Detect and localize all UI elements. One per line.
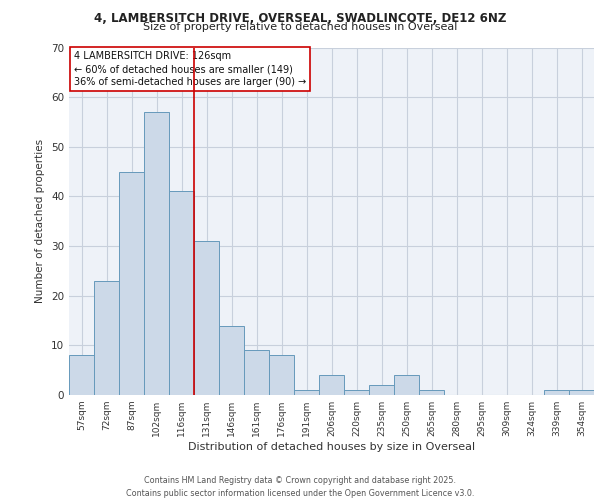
Bar xyxy=(244,350,269,395)
Bar xyxy=(219,326,244,395)
Text: 4 LAMBERSITCH DRIVE: 126sqm
← 60% of detached houses are smaller (149)
36% of se: 4 LAMBERSITCH DRIVE: 126sqm ← 60% of det… xyxy=(74,51,307,88)
Bar xyxy=(544,390,569,395)
Bar xyxy=(144,112,169,395)
Bar xyxy=(94,281,119,395)
X-axis label: Distribution of detached houses by size in Overseal: Distribution of detached houses by size … xyxy=(188,442,475,452)
Text: Size of property relative to detached houses in Overseal: Size of property relative to detached ho… xyxy=(143,22,457,32)
Y-axis label: Number of detached properties: Number of detached properties xyxy=(35,139,46,304)
Bar xyxy=(394,375,419,395)
Bar xyxy=(169,192,194,395)
Text: Contains HM Land Registry data © Crown copyright and database right 2025.
Contai: Contains HM Land Registry data © Crown c… xyxy=(126,476,474,498)
Bar xyxy=(194,241,219,395)
Bar xyxy=(344,390,369,395)
Bar xyxy=(419,390,444,395)
Bar xyxy=(294,390,319,395)
Bar xyxy=(569,390,594,395)
Bar xyxy=(119,172,144,395)
Text: 4, LAMBERSITCH DRIVE, OVERSEAL, SWADLINCOTE, DE12 6NZ: 4, LAMBERSITCH DRIVE, OVERSEAL, SWADLINC… xyxy=(94,12,506,26)
Bar xyxy=(369,385,394,395)
Bar xyxy=(69,356,94,395)
Bar xyxy=(319,375,344,395)
Bar xyxy=(269,356,294,395)
